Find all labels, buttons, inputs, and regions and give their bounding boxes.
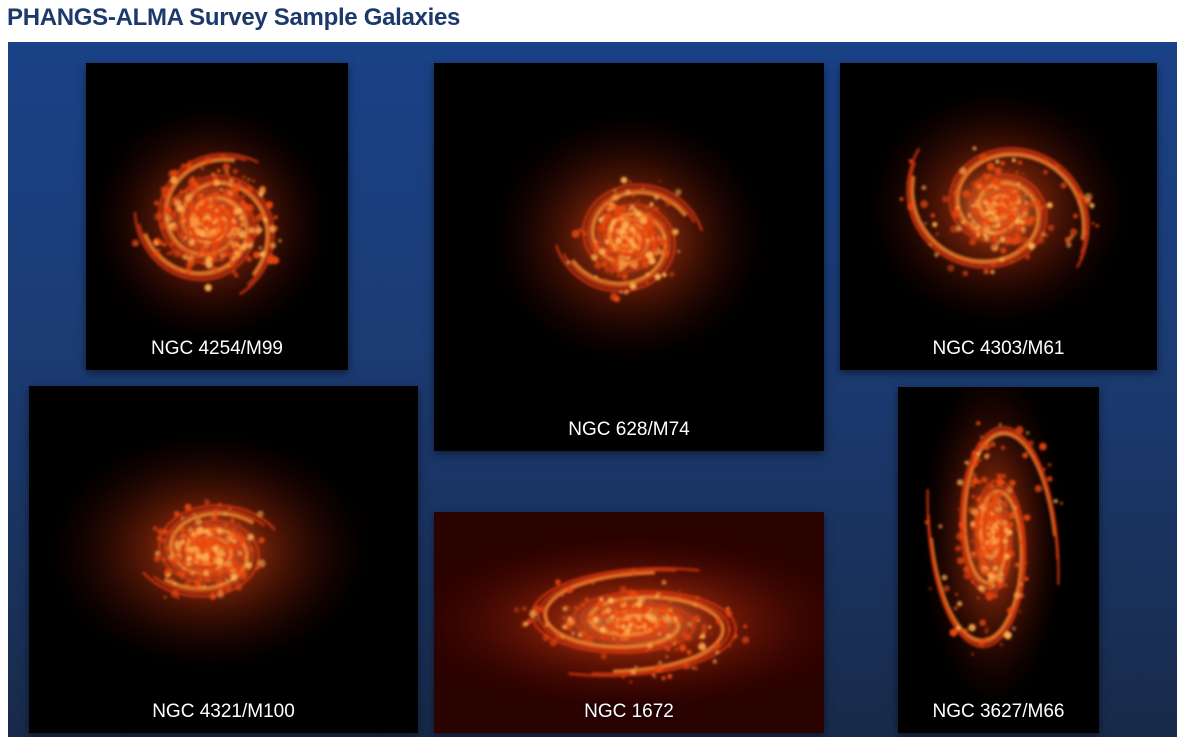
galaxy-label: NGC 3627/M66 — [932, 701, 1065, 722]
galaxy-label: NGC 4321/M100 — [152, 701, 295, 722]
galaxy-panel: NGC 1672 — [434, 512, 824, 733]
galaxy-panel: NGC 4254/M99 — [86, 63, 348, 370]
galaxy-label: NGC 4303/M61 — [932, 338, 1065, 359]
image-stage: NGC 4254/M99 NGC 628/M74 NGC 4303/M61 NG… — [8, 42, 1177, 737]
galaxy-panel: NGC 628/M74 — [434, 63, 824, 451]
galaxy-image — [921, 387, 1065, 711]
page-title: PHANGS-ALMA Survey Sample Galaxies — [7, 4, 461, 31]
galaxy-image — [866, 88, 1130, 328]
galaxy-image — [47, 431, 371, 671]
galaxy-label: NGC 628/M74 — [568, 419, 690, 440]
galaxy-panel: NGC 4321/M100 — [29, 386, 418, 733]
galaxy-image — [91, 103, 331, 343]
galaxy-label: NGC 1672 — [584, 701, 674, 722]
galaxy-panel: NGC 3627/M66 — [898, 387, 1099, 733]
galaxy-image — [434, 532, 824, 712]
galaxy-image — [491, 112, 767, 364]
galaxy-label: NGC 4254/M99 — [150, 338, 283, 359]
galaxy-panel: NGC 4303/M61 — [840, 63, 1157, 370]
